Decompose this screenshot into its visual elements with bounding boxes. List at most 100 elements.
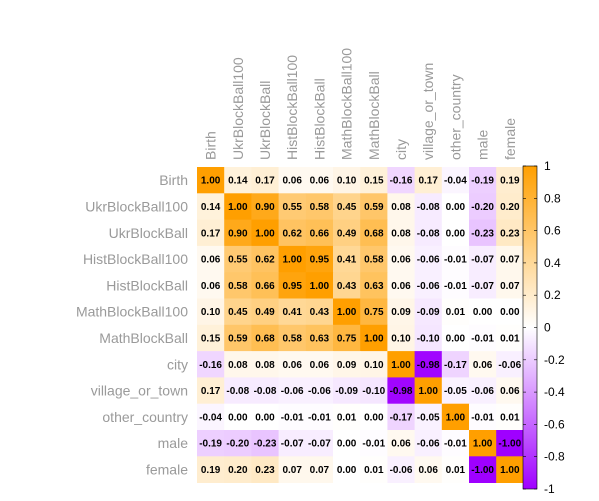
cell-value: -0.05: [417, 412, 440, 423]
heatmap-cell: [387, 456, 415, 483]
heatmap-cell: [197, 272, 225, 299]
heatmap-cell: [469, 219, 497, 247]
heatmap-cell: [469, 324, 497, 352]
heatmap-cell: [224, 272, 252, 299]
cell-value: 0.00: [228, 412, 248, 423]
heatmap-cell: [224, 219, 252, 247]
cell-value: 0.09: [391, 307, 411, 318]
heatmap-cell: [333, 403, 361, 431]
cell-value: 0.06: [418, 465, 438, 476]
column-label: female: [502, 118, 518, 160]
cell-value: 0.06: [282, 176, 302, 187]
heatmap-cell: [414, 193, 443, 220]
heatmap-cell: [496, 403, 524, 431]
cell-value: -0.23: [254, 439, 277, 450]
cell-value: 0.06: [201, 281, 221, 292]
heatmap-cell: [360, 456, 388, 483]
heatmap-cell: [414, 403, 443, 431]
heatmap-cell: [278, 245, 307, 273]
cell-value: -0.20: [471, 202, 494, 213]
heatmap-cell: [496, 193, 524, 220]
heatmap-cell: [387, 193, 415, 220]
column-label: male: [475, 129, 491, 160]
cell-value: 0.75: [337, 333, 357, 344]
cell-value: 0.90: [255, 202, 275, 213]
cell-value: 0.15: [364, 176, 384, 187]
cell-value: 0.45: [337, 202, 357, 213]
cell-value: 0.00: [473, 307, 493, 318]
cell-value: -0.06: [417, 281, 440, 292]
heatmap-cell: [496, 377, 524, 405]
heatmap-cell: [441, 193, 470, 220]
heatmap-cell: [360, 245, 388, 273]
cell-value: 0.19: [201, 465, 221, 476]
cell-value: 1.00: [364, 333, 384, 344]
heatmap-cell: [305, 272, 334, 299]
column-label: other_country: [447, 74, 463, 160]
heatmap-cell: [251, 430, 279, 457]
cell-value: 0.58: [310, 202, 330, 213]
cell-value: 1.00: [228, 202, 248, 213]
cell-value: 0.06: [500, 386, 520, 397]
cell-value: 0.06: [282, 360, 302, 371]
cell-value: 0.66: [255, 281, 275, 292]
heatmap-cell: [496, 351, 524, 378]
cell-value: 0.58: [364, 255, 384, 266]
heatmap-cell: [414, 245, 443, 273]
heatmap-cell: [333, 298, 361, 326]
cell-value: 0.01: [446, 465, 466, 476]
heatmap-cell: [333, 245, 361, 273]
heatmap-cell: [197, 351, 225, 378]
cell-value: 0.00: [446, 333, 466, 344]
heatmap-cell: [251, 403, 279, 431]
heatmap-cell: [278, 377, 307, 405]
cell-value: 0.06: [391, 281, 411, 292]
cell-value: 1.00: [500, 465, 520, 476]
cell-value: 1.00: [255, 228, 275, 239]
heatmap-cell: [414, 219, 443, 247]
column-label: MathBlockBall: [366, 71, 382, 160]
heatmap-cell: [469, 403, 497, 431]
cell-value: 0.68: [364, 228, 384, 239]
cell-value: -0.06: [417, 255, 440, 266]
cell-value: 0.06: [201, 255, 221, 266]
column-label: MathBlockBall100: [339, 48, 355, 160]
heatmap-cell: [251, 351, 279, 378]
cell-value: -0.01: [471, 333, 494, 344]
cell-value: 0.00: [337, 439, 357, 450]
cell-value: 0.63: [364, 281, 384, 292]
cell-value: -0.07: [471, 255, 494, 266]
cell-value: 0.08: [228, 360, 248, 371]
cell-value: 0.01: [446, 307, 466, 318]
cell-value: -0.16: [390, 176, 413, 187]
heatmap-cell: [387, 272, 415, 299]
row-label: UkrBlockBall: [109, 225, 188, 241]
heatmap-cell: [469, 456, 497, 483]
cell-value: -0.01: [308, 412, 331, 423]
heatmap-cell: [387, 167, 415, 194]
colorbar-tick-label: -0.8: [544, 450, 565, 464]
row-label: MathBlockBall: [99, 330, 188, 346]
column-label: UkrBlockBall100: [230, 57, 246, 160]
row-label: UkrBlockBall100: [85, 198, 188, 214]
heatmap-cell: [387, 377, 415, 405]
colorbar-tick-label: 0.2: [544, 288, 561, 302]
cell-value: 0.23: [255, 465, 275, 476]
heatmap-cell: [224, 351, 252, 378]
heatmap-cell: [197, 167, 225, 194]
cell-value: -0.04: [444, 176, 467, 187]
cell-value: 0.17: [255, 176, 275, 187]
colorbar-tick-label: -0.2: [544, 353, 565, 367]
cell-value: 0.01: [337, 412, 357, 423]
cell-value: -0.05: [444, 386, 467, 397]
cell-value: 0.10: [364, 360, 384, 371]
row-label: HistBlockBall: [106, 277, 188, 293]
cell-value: 0.66: [310, 228, 330, 239]
heatmap-cell: [496, 298, 524, 326]
cell-value: 0.43: [337, 281, 357, 292]
heatmap-cell: [360, 298, 388, 326]
colorbar-tick-label: 0.8: [544, 191, 561, 205]
heatmap-cell: [305, 245, 334, 273]
cell-value: 0.06: [310, 176, 330, 187]
cell-value: 0.14: [201, 202, 221, 213]
